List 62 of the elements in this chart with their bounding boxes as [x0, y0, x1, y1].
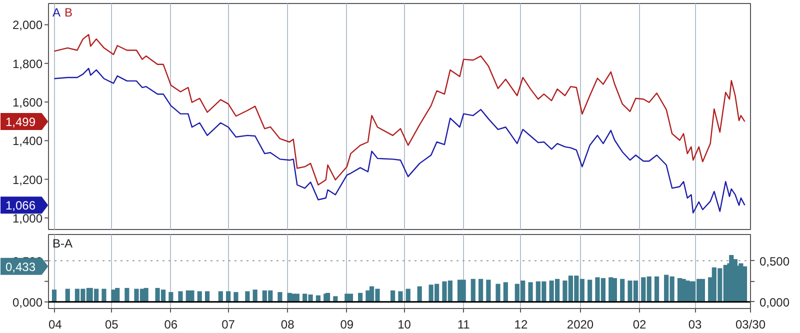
bar	[588, 280, 592, 302]
x-tick-label: 04	[48, 318, 62, 332]
bar	[620, 278, 625, 302]
bar	[218, 291, 223, 302]
bar	[234, 292, 238, 302]
y-tick-label: 2,000	[12, 18, 43, 32]
x-tick-label: 12	[514, 318, 528, 332]
x-tick-label: 08	[280, 318, 295, 332]
bar	[124, 288, 130, 302]
bar	[252, 290, 258, 302]
text: A	[52, 6, 61, 20]
bar	[486, 280, 491, 302]
y-tick-label: 1,200	[12, 172, 43, 187]
y2-tick-label: 0,500	[760, 254, 790, 268]
y-tick-label: 1,000	[12, 211, 43, 226]
bar	[144, 288, 148, 302]
text: 1,499	[5, 115, 36, 130]
y-tick-label: 0,000	[12, 295, 43, 310]
bar	[52, 290, 57, 302]
bar	[226, 291, 231, 302]
bar	[245, 291, 250, 302]
x-tick-label: 02	[632, 318, 647, 332]
y-tick-label: 1,800	[12, 56, 43, 71]
bar	[115, 288, 120, 302]
bar	[470, 278, 476, 302]
bar	[178, 291, 183, 302]
bar	[398, 291, 403, 302]
bar	[278, 292, 282, 302]
bar	[528, 282, 533, 302]
bar	[700, 278, 705, 302]
text: 0,433	[5, 260, 36, 274]
bar	[478, 278, 484, 302]
bar	[390, 290, 396, 302]
x-tick-label: 11	[457, 318, 470, 332]
bar	[742, 266, 748, 302]
bar	[461, 280, 466, 302]
text: 1,066	[5, 198, 36, 213]
bar	[654, 276, 660, 302]
x-tick-label: 03/30	[735, 318, 766, 332]
y-tick-label: 1,600	[12, 96, 43, 110]
bar	[496, 284, 500, 302]
bar	[190, 290, 194, 302]
y-tick-label: 1,400	[12, 134, 43, 148]
x-tick-label: 07	[222, 318, 236, 332]
x-tick-label: 06	[164, 318, 178, 332]
x-tick-label: 03	[688, 318, 702, 332]
x-tick-label: 05	[104, 318, 119, 332]
bar	[168, 292, 174, 302]
bar	[417, 286, 422, 302]
bar	[612, 278, 617, 302]
x-tick-label: 10	[398, 318, 412, 332]
bar	[102, 288, 106, 302]
series-label: B	[64, 6, 73, 20]
bar	[204, 291, 210, 302]
x-tick-label: 09	[340, 318, 354, 332]
text: B-A	[52, 236, 73, 250]
bar	[197, 291, 202, 302]
line-series	[54, 34, 746, 186]
y2-tick-label: 0,000	[760, 295, 790, 310]
line-series	[54, 68, 746, 214]
x-tick-label: 2020	[566, 318, 594, 332]
bar	[503, 282, 508, 302]
